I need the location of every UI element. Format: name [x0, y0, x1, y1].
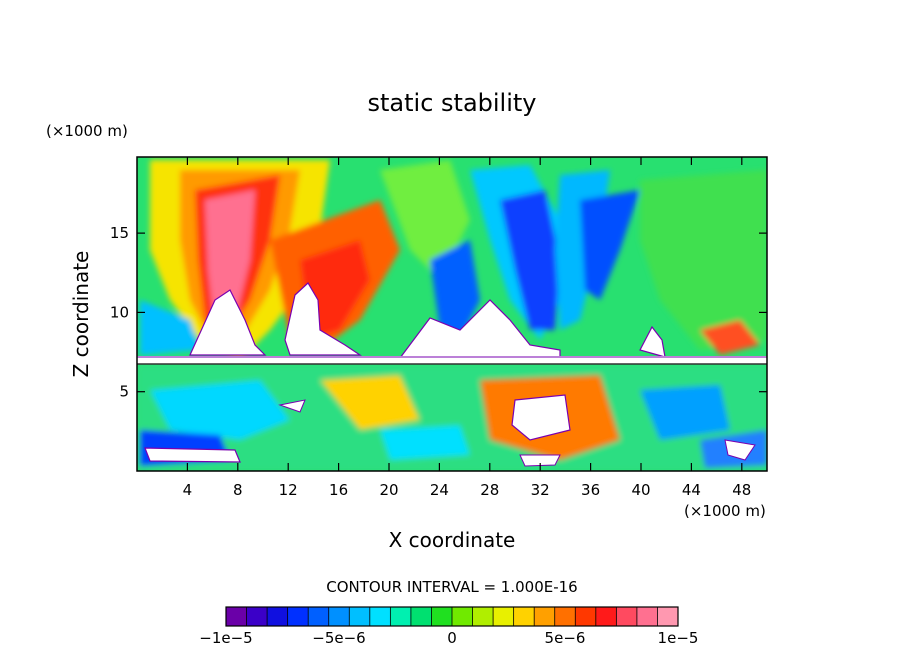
x-tick-label: 4: [183, 481, 193, 499]
colorbar-swatch: [554, 607, 576, 626]
colorbar-tick-label: −5e−6: [312, 629, 365, 647]
colorbar-swatch: [328, 607, 350, 626]
x-tick-label: 16: [329, 481, 348, 499]
colorbar-swatch: [246, 607, 268, 626]
y-tick-label: 5: [119, 383, 129, 401]
x-tick-label: 8: [233, 481, 243, 499]
colorbar-swatch: [267, 607, 289, 626]
heatmap-field: [137, 157, 767, 471]
colorbar-tick-label: 1e−5: [658, 629, 699, 647]
colorbar-swatch: [226, 607, 248, 626]
colorbar-swatch: [636, 607, 658, 626]
colorbar-frame: [225, 606, 679, 627]
y-tick-label: 10: [110, 303, 129, 321]
x-tick-label: 20: [379, 481, 398, 499]
x-tick-label: 36: [581, 481, 600, 499]
x-tick-label: 24: [430, 481, 449, 499]
colorbar-swatch: [657, 607, 679, 626]
colorbar-tick-label: −1e−5: [199, 629, 252, 647]
colorbar-swatch: [575, 607, 597, 626]
colorbar-tick-label: 0: [447, 629, 457, 647]
y-unit-label: (×1000 m): [46, 122, 128, 140]
colorbar-swatch: [349, 607, 371, 626]
y-axis-label: Z coordinate: [69, 251, 93, 378]
x-tick-label: 44: [682, 481, 701, 499]
x-tick-label: 28: [480, 481, 499, 499]
x-axis-ticks: 4 8 12 16 20 24 28 32 36 40 44 48: [183, 157, 751, 499]
colorbar-swatch: [431, 607, 453, 626]
x-tick-label: 12: [279, 481, 298, 499]
colorbar-swatch: [513, 607, 535, 626]
colorbar-swatch: [287, 607, 309, 626]
colorbar-tick-label: 5e−6: [545, 629, 586, 647]
colorbar-swatch: [472, 607, 494, 626]
x-tick-label: 32: [531, 481, 550, 499]
colorbar-swatch: [452, 607, 474, 626]
x-tick-label: 48: [732, 481, 751, 499]
colorbar-swatch: [534, 607, 556, 626]
contour-interval-text: CONTOUR INTERVAL = 1.000E-16: [326, 578, 577, 596]
colorbar-ticks: −1e−5 −5e−6 0 5e−6 1e−5: [199, 629, 698, 647]
colorbar-swatch: [595, 607, 617, 626]
plot-frame: [136, 156, 768, 472]
colorbar-swatch: [390, 607, 412, 626]
x-axis-label: X coordinate: [389, 528, 516, 552]
colorbar-swatch: [616, 607, 638, 626]
colorbar-swatch: [410, 607, 432, 626]
colorbar: [225, 606, 679, 627]
chart-title: static stability: [368, 89, 537, 117]
colorbar-swatch: [369, 607, 391, 626]
y-tick-label: 15: [110, 224, 129, 242]
x-unit-label: (×1000 m): [684, 502, 766, 520]
y-axis-ticks: 5 10 15: [110, 224, 767, 401]
colorbar-swatch: [493, 607, 515, 626]
x-tick-label: 40: [631, 481, 650, 499]
colorbar-swatch: [308, 607, 330, 626]
